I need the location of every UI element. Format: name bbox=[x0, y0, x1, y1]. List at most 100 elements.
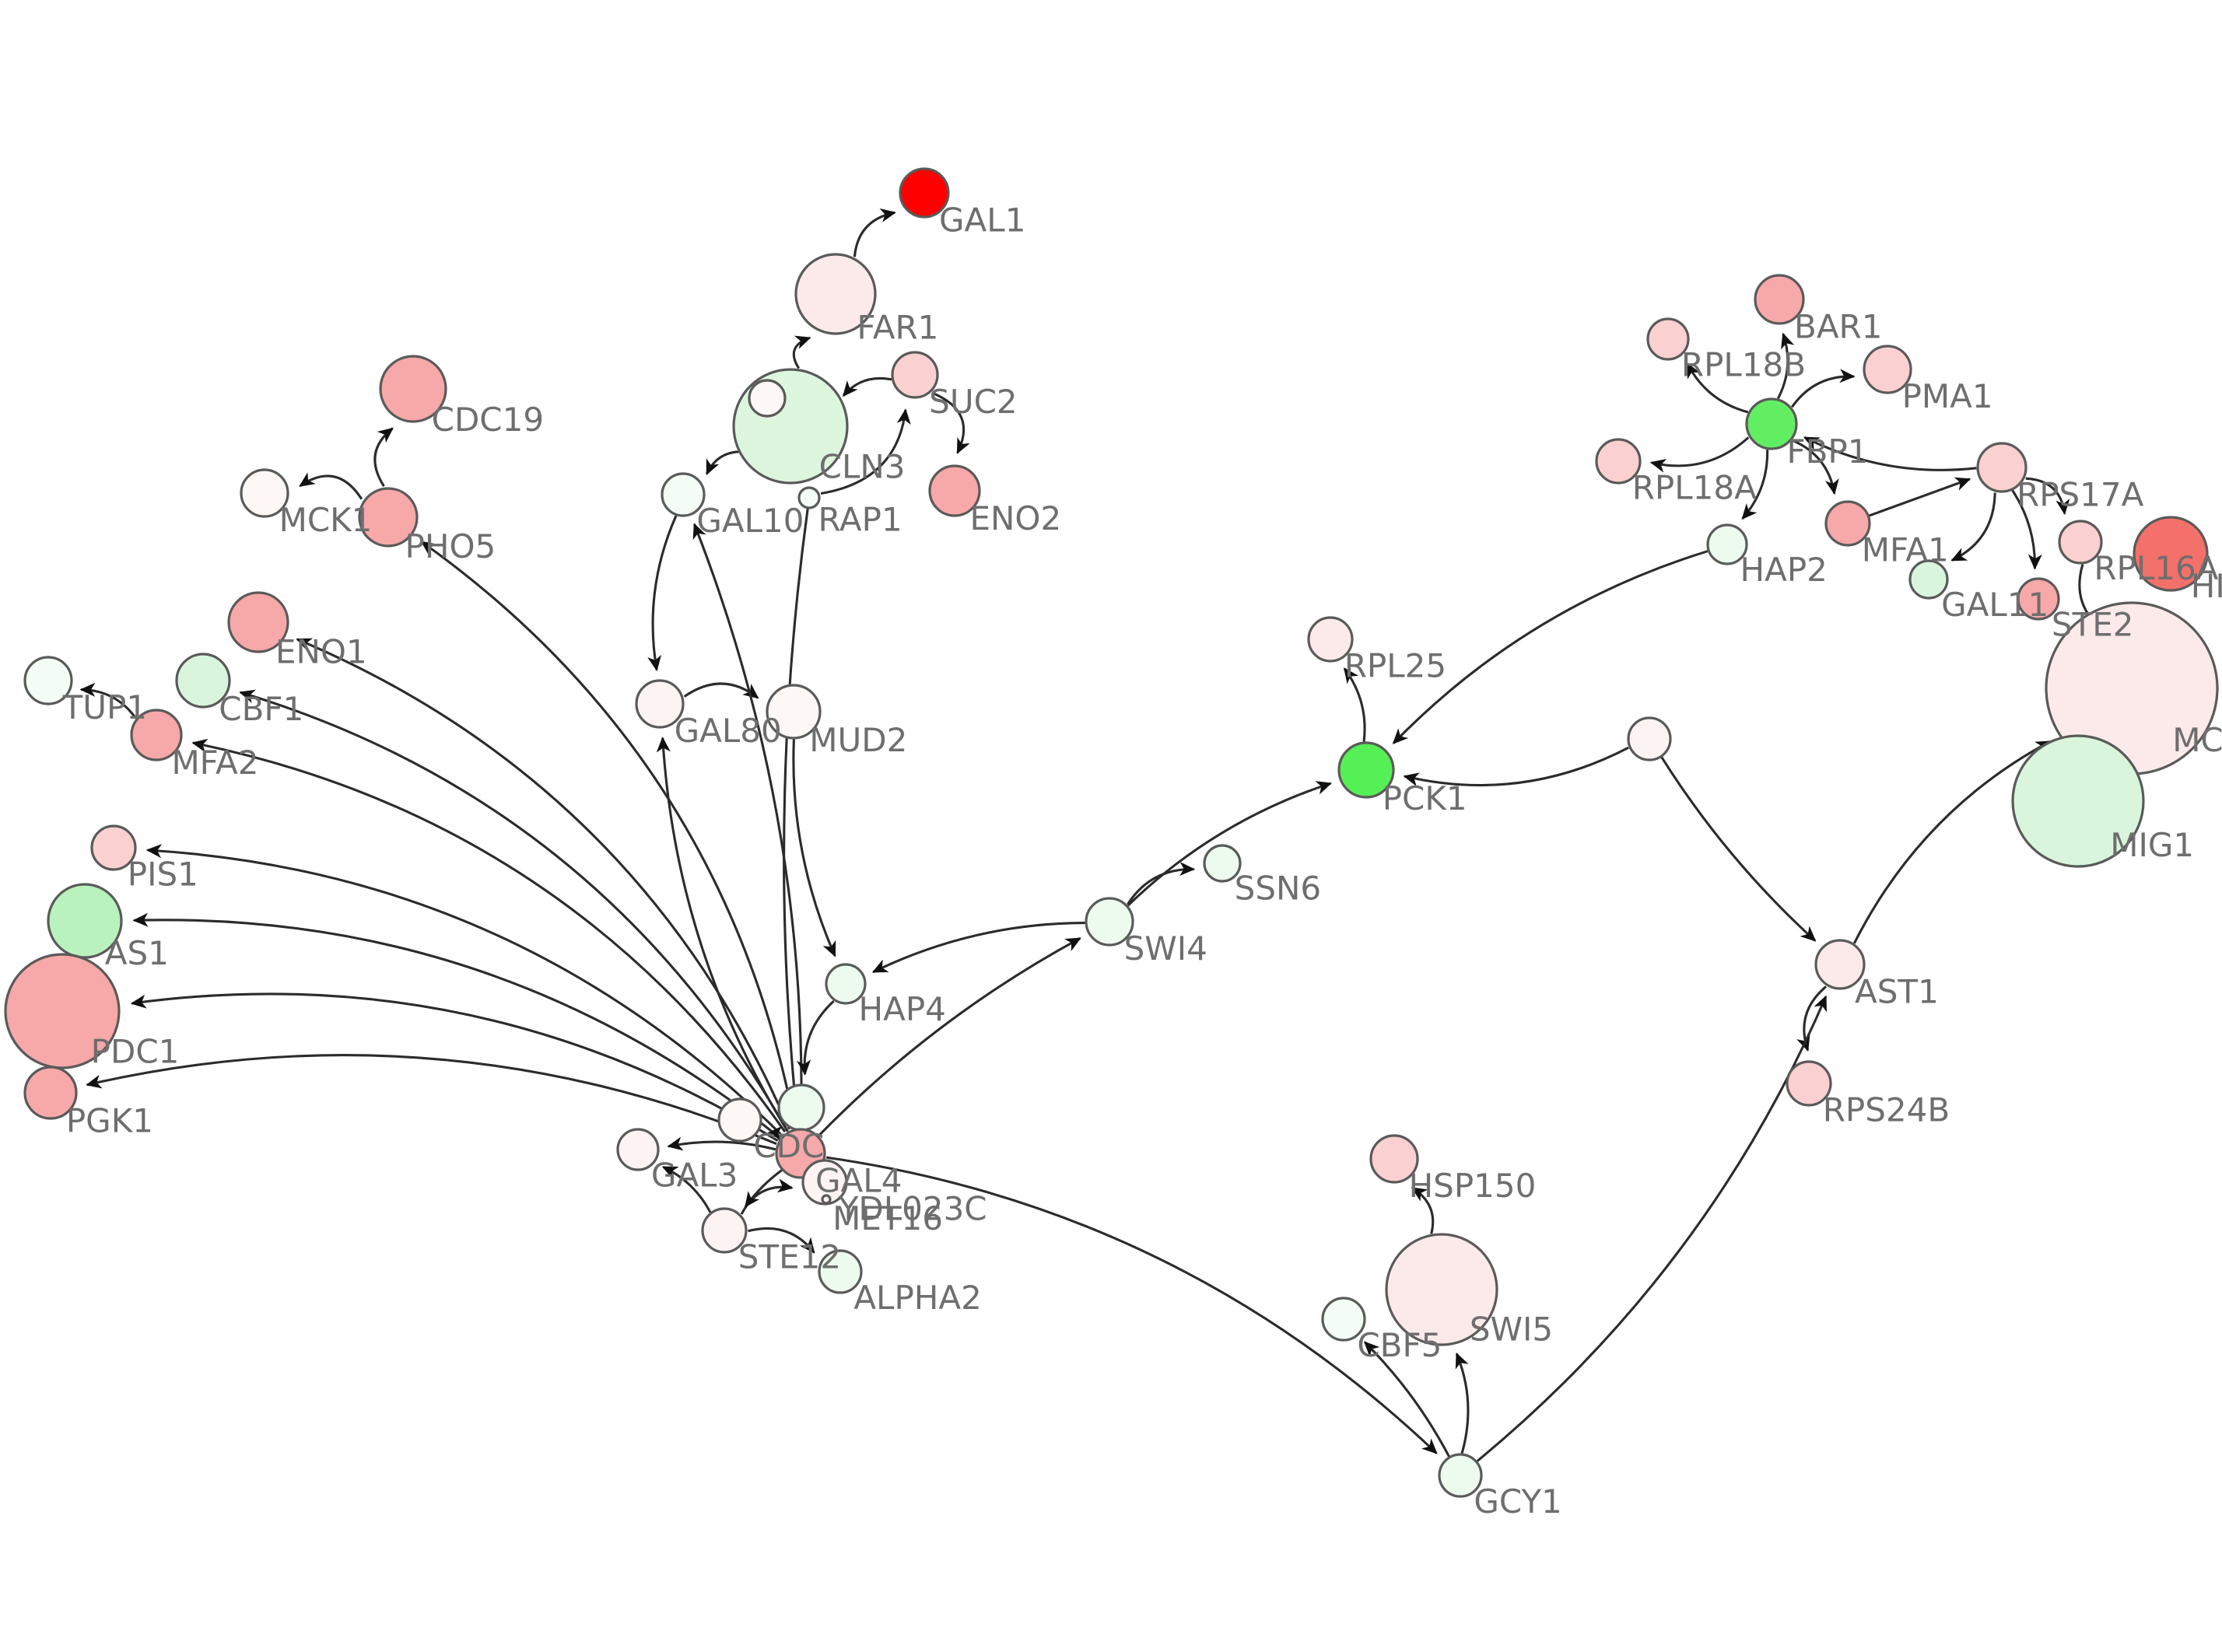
node-label: STE12 bbox=[738, 1237, 841, 1276]
graph-node[interactable] bbox=[23, 656, 73, 705]
graph-node[interactable] bbox=[227, 591, 289, 653]
node-label: MET16 bbox=[832, 1199, 943, 1237]
node-label: HSP150 bbox=[1409, 1167, 1537, 1205]
node-label: CBF5 bbox=[1357, 1326, 1442, 1364]
node-label: RPL25 bbox=[1344, 646, 1446, 684]
node-label: GAL80 bbox=[675, 712, 782, 750]
graph-node[interactable] bbox=[825, 963, 867, 1005]
node-label: CBF1 bbox=[219, 690, 303, 728]
edge bbox=[1803, 436, 1977, 471]
graph-node[interactable] bbox=[1824, 500, 1871, 547]
node-label: BAR1 bbox=[1794, 308, 1882, 346]
graph-node[interactable] bbox=[748, 379, 787, 418]
node-label: PCK1 bbox=[1383, 779, 1467, 817]
graph-node[interactable] bbox=[175, 653, 231, 709]
edge bbox=[1455, 1352, 1470, 1454]
graph-node[interactable] bbox=[818, 1249, 863, 1294]
graph-node[interactable] bbox=[1976, 442, 2027, 493]
graph-node[interactable] bbox=[1745, 397, 1798, 450]
graph-node[interactable] bbox=[635, 679, 685, 729]
edge bbox=[145, 844, 783, 1136]
graph-node[interactable] bbox=[1203, 844, 1242, 883]
edge bbox=[820, 408, 911, 495]
node-label: ENO2 bbox=[969, 499, 1061, 537]
edge bbox=[1363, 1341, 1450, 1458]
node-label: MFA2 bbox=[171, 744, 258, 782]
graph-node[interactable] bbox=[240, 468, 289, 518]
graph-node[interactable] bbox=[358, 487, 419, 548]
graph-node[interactable] bbox=[717, 1097, 762, 1143]
graph-node[interactable] bbox=[1863, 345, 1912, 394]
edge bbox=[1741, 450, 1769, 520]
node-label: AS1 bbox=[105, 934, 169, 972]
graph-node[interactable] bbox=[899, 167, 950, 219]
graph-node[interactable] bbox=[1438, 1453, 1483, 1498]
graph-node[interactable] bbox=[1754, 274, 1805, 325]
graph-node[interactable] bbox=[2133, 516, 2209, 592]
graph-node[interactable] bbox=[2011, 734, 2145, 868]
edge bbox=[1411, 1186, 1435, 1234]
graph-node[interactable] bbox=[1085, 897, 1134, 947]
graph-node[interactable] bbox=[1385, 1233, 1498, 1346]
node-label: AST1 bbox=[1855, 973, 1939, 1011]
node-label: GAL3 bbox=[651, 1157, 738, 1195]
node-label: MFA1 bbox=[1862, 530, 1949, 569]
graph-node[interactable] bbox=[661, 472, 706, 517]
graph-node[interactable] bbox=[23, 1066, 78, 1120]
graph-node[interactable] bbox=[766, 684, 822, 740]
graph-node[interactable] bbox=[4, 953, 121, 1069]
graph-node[interactable] bbox=[1337, 741, 1395, 799]
graph-node[interactable] bbox=[47, 883, 123, 959]
graph-node[interactable] bbox=[90, 824, 137, 871]
graph-node[interactable] bbox=[701, 1207, 748, 1254]
graph-node[interactable] bbox=[1307, 616, 1354, 663]
edge bbox=[744, 1169, 783, 1208]
node-label: MCM1 bbox=[2172, 721, 2222, 759]
node-label: YDL023C bbox=[838, 1189, 987, 1227]
graph-node[interactable] bbox=[821, 1194, 832, 1205]
labels-layer: GAL1 FAR1 SUC2 CLN3 ENO2 RAP1 GAL10 GAL80 MUD2 CD… bbox=[62, 201, 2222, 1521]
graph-node[interactable] bbox=[1786, 1060, 1832, 1107]
node-label: MUD2 bbox=[809, 721, 907, 759]
edge bbox=[1392, 550, 1709, 744]
graph-node[interactable] bbox=[1814, 939, 1866, 990]
edge bbox=[1950, 492, 1996, 562]
node-label: HAP4 bbox=[859, 990, 946, 1028]
graph-node[interactable] bbox=[616, 1128, 660, 1171]
graph-node[interactable] bbox=[379, 355, 447, 423]
graph-node[interactable] bbox=[1595, 438, 1642, 485]
graph-node[interactable] bbox=[130, 709, 183, 761]
graph-node[interactable] bbox=[794, 253, 877, 335]
graph-node[interactable] bbox=[1369, 1134, 1419, 1184]
edge bbox=[191, 738, 787, 1133]
edge bbox=[766, 1125, 783, 1141]
node-label: RPS24B bbox=[1823, 1090, 1950, 1129]
graph-node[interactable] bbox=[1908, 559, 1949, 600]
edge bbox=[706, 450, 739, 476]
graph-node[interactable] bbox=[1627, 716, 1672, 761]
graph-node[interactable] bbox=[797, 486, 821, 509]
graph-node[interactable] bbox=[777, 1083, 825, 1132]
graph-node[interactable] bbox=[1321, 1297, 1366, 1342]
node-label: HIS4 bbox=[2191, 567, 2222, 605]
graph-node[interactable] bbox=[891, 351, 939, 399]
edge bbox=[825, 1156, 1438, 1454]
node-label: STE2 bbox=[2052, 606, 2134, 644]
graph-node[interactable] bbox=[2058, 520, 2103, 565]
node-label: SWI5 bbox=[1470, 1311, 1553, 1349]
node-label: RPS17A bbox=[2017, 476, 2144, 514]
node-label: PDC1 bbox=[91, 1032, 180, 1070]
node-label: PGK1 bbox=[66, 1101, 153, 1139]
edge bbox=[79, 682, 138, 719]
graph-node[interactable] bbox=[1646, 317, 1690, 361]
edge bbox=[299, 472, 363, 500]
node-label: GCY1 bbox=[1474, 1482, 1562, 1521]
graph-node[interactable] bbox=[2017, 577, 2060, 621]
edge bbox=[661, 1166, 712, 1213]
node-label: GAL10 bbox=[696, 502, 804, 540]
graph-node[interactable] bbox=[928, 464, 981, 517]
edge bbox=[792, 739, 836, 957]
node-label: MCK1 bbox=[279, 501, 373, 539]
graph-node[interactable] bbox=[1706, 523, 1748, 565]
